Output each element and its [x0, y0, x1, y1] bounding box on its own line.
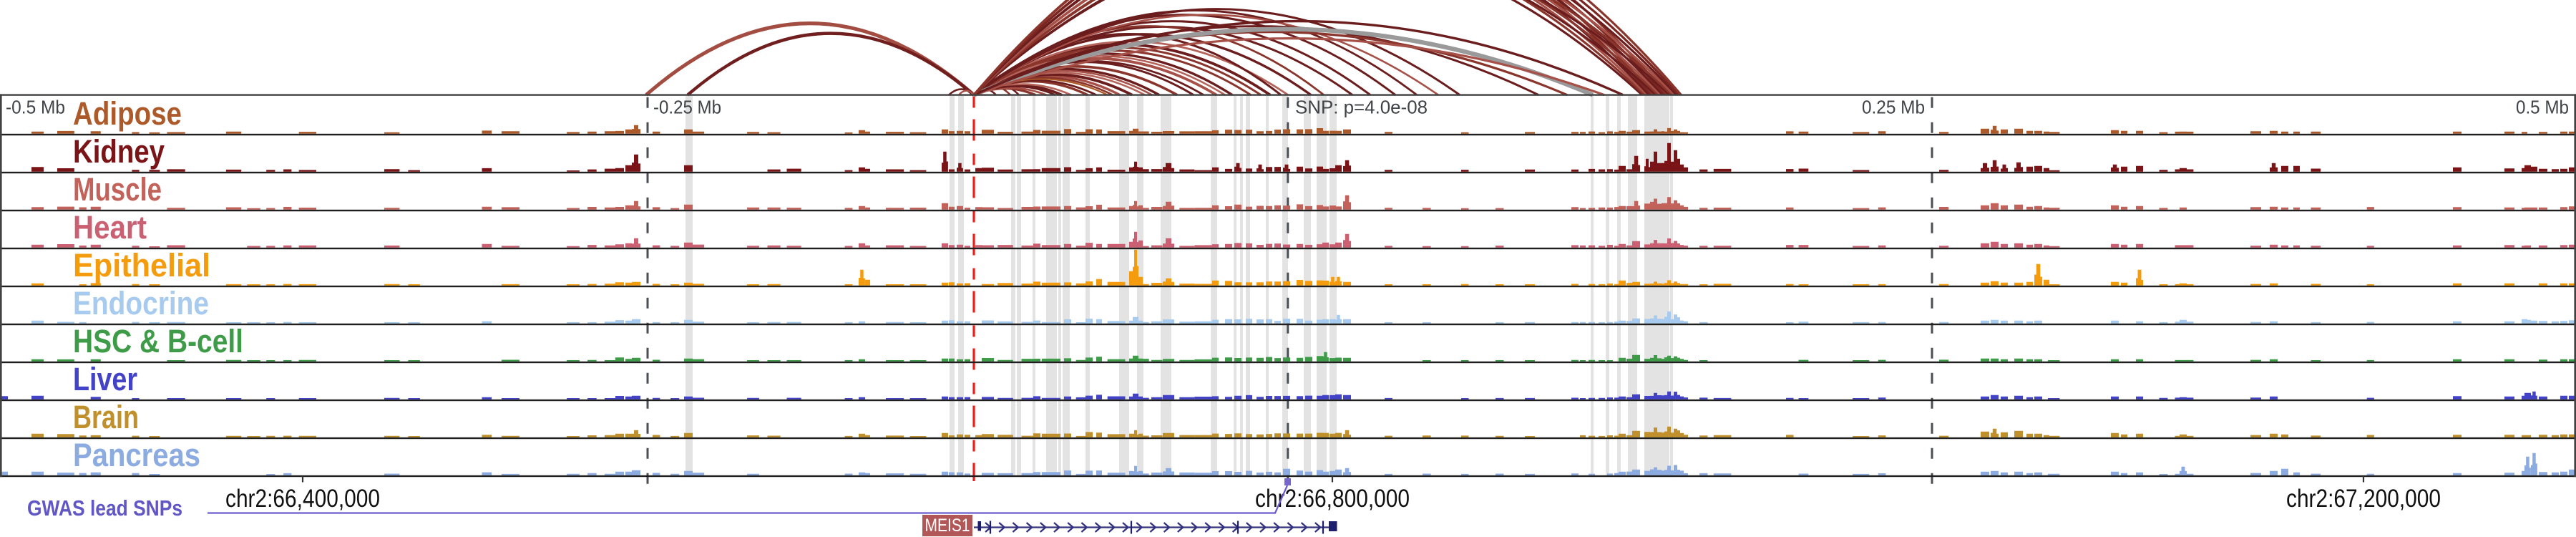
svg-text:GWAS lead SNPs: GWAS lead SNPs [27, 495, 182, 521]
svg-text:Epithelial: Epithelial [73, 247, 210, 284]
svg-text:-0.25 Mb: -0.25 Mb [653, 97, 721, 118]
svg-text:Muscle: Muscle [73, 171, 162, 208]
svg-text:Kidney: Kidney [73, 133, 165, 170]
svg-text:chr2:67,200,000: chr2:67,200,000 [2286, 485, 2441, 513]
svg-text:chr2:66,400,000: chr2:66,400,000 [225, 485, 380, 513]
svg-text:0.5 Mb: 0.5 Mb [2516, 97, 2569, 118]
svg-text:Heart: Heart [73, 209, 147, 246]
svg-text:SNP: p=4.0e-08: SNP: p=4.0e-08 [1295, 97, 1428, 118]
svg-text:MEIS1: MEIS1 [925, 516, 970, 536]
svg-text:Pancreas: Pancreas [73, 437, 200, 473]
svg-text:Liver: Liver [73, 361, 137, 397]
svg-text:Adipose: Adipose [73, 95, 182, 132]
svg-text:Brain: Brain [73, 399, 139, 435]
svg-text:-0.5 Mb: -0.5 Mb [6, 97, 65, 118]
svg-text:0.25 Mb: 0.25 Mb [1862, 97, 1925, 118]
svg-text:Endocrine: Endocrine [73, 285, 209, 321]
svg-text:chr2:66,800,000: chr2:66,800,000 [1255, 485, 1410, 513]
svg-text:HSC & B-cell: HSC & B-cell [73, 323, 243, 359]
